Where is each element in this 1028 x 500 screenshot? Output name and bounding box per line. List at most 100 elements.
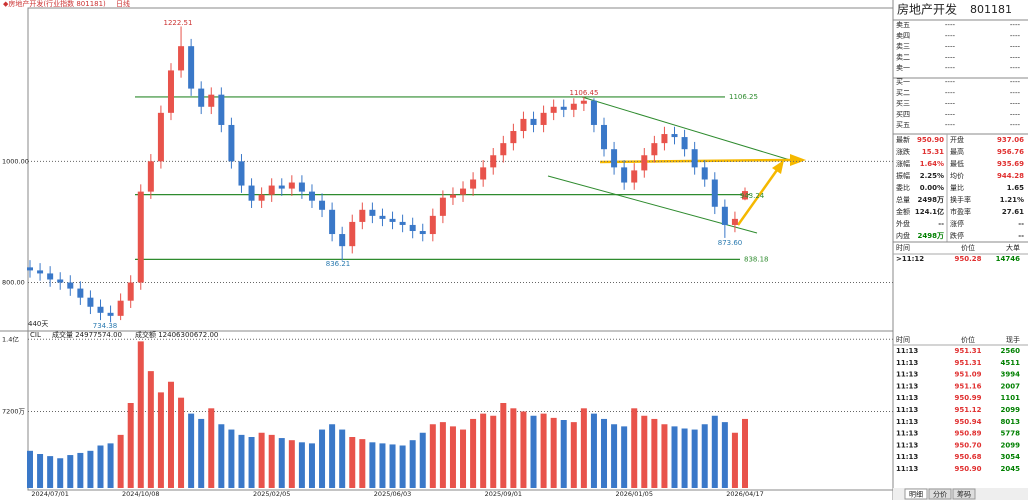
candle-body [520, 118, 527, 132]
candle-body [429, 215, 436, 235]
stat-value: -- [1018, 232, 1024, 240]
tab[interactable] [952, 488, 976, 500]
table-cell: 950.68 [954, 453, 981, 461]
candle-body [550, 106, 557, 113]
annotation: 943.24 [740, 192, 765, 200]
candle-body [198, 88, 205, 107]
book-price: ---- [945, 100, 956, 108]
table-cell: 2007 [1001, 382, 1021, 390]
volume-bar [208, 408, 215, 488]
arrow-head [790, 154, 806, 166]
candle-body [439, 197, 446, 216]
candle-body [359, 209, 366, 222]
volume-bar [520, 411, 527, 488]
candle-body [409, 224, 416, 232]
table-cell: 951.31 [954, 347, 981, 355]
book-label: 卖四 [896, 32, 910, 40]
tab[interactable] [904, 488, 928, 500]
volume-bar [631, 408, 638, 488]
table-cell: 2045 [1001, 465, 1021, 473]
candle-body [449, 194, 456, 198]
candle-body [329, 209, 336, 235]
volume-bar [701, 424, 708, 488]
stat-value: -- [938, 220, 944, 228]
volume-bar [47, 456, 54, 488]
volume-bar [198, 418, 205, 488]
candle-body [258, 194, 265, 201]
book-label: 卖一 [896, 64, 910, 72]
stat-label: 金额 [896, 207, 910, 216]
table-cell: 3054 [1001, 453, 1021, 461]
volume-bar [248, 437, 255, 488]
volume-bar [460, 429, 467, 488]
table-cell: 11:13 [896, 465, 918, 473]
book-volume: ---- [1010, 53, 1021, 61]
stat-label: 总量 [896, 195, 910, 204]
annotation: 440天 [28, 320, 48, 328]
candle-body [570, 103, 577, 110]
candle-body [339, 234, 346, 247]
volume-bar [319, 429, 326, 488]
annotation: 1106.45 [570, 89, 599, 97]
candle-body [601, 124, 608, 150]
volume-bar [480, 413, 487, 488]
candle-body [681, 137, 688, 150]
tab-label[interactable]: 筹码 [957, 490, 971, 499]
candle-body [319, 200, 326, 210]
volume-bar [137, 341, 144, 488]
volume-bar [661, 424, 668, 488]
volume-bar [308, 443, 315, 488]
book-price: ---- [945, 78, 956, 86]
volume-bar [651, 418, 658, 488]
stat-value: -- [1018, 220, 1024, 228]
channel-upper [581, 96, 791, 161]
stat-value: 2.25% [920, 172, 944, 180]
table-cell: 11:13 [896, 371, 918, 379]
candle-body [742, 191, 748, 200]
period: 日线 [116, 0, 130, 8]
table-cell: 3994 [1001, 371, 1021, 379]
volume-bar [127, 403, 134, 488]
table-cell: 11:13 [896, 441, 918, 449]
table-cell: 11:13 [896, 406, 918, 414]
book-volume: ---- [1010, 100, 1021, 108]
table-cell: 11:13 [896, 382, 918, 390]
annotation: 1222.51 [164, 19, 193, 27]
tab[interactable] [928, 488, 952, 500]
table-cell: 4511 [1001, 359, 1021, 367]
volume-bar [157, 392, 164, 488]
book-label: 买五 [896, 121, 910, 129]
volume-bar [399, 445, 406, 488]
candle-body [37, 270, 44, 274]
candle-body [641, 155, 648, 171]
candle-body [137, 191, 144, 283]
vol-amount: 成交量 24977574.00 [52, 330, 122, 339]
stat-label: 最低 [950, 159, 964, 168]
candle-body [621, 167, 628, 183]
y-tick-label: 800.00 [2, 279, 25, 287]
table-cell: 1101 [1001, 394, 1021, 402]
volume-bar [389, 444, 396, 488]
tab-label[interactable]: 明细 [909, 490, 923, 499]
volume-bar [510, 408, 517, 488]
stat-label: 均价 [950, 171, 964, 180]
table-cell: 2099 [1001, 441, 1021, 449]
book-price: ---- [945, 64, 956, 72]
stat-label: 换手率 [950, 195, 971, 204]
book-volume: ---- [1010, 110, 1021, 118]
volume-bar [601, 418, 608, 488]
x-tick-label: 2025/09/01 [485, 490, 522, 498]
annotation: 873.60 [718, 239, 743, 247]
table-cell: 950.89 [954, 430, 981, 438]
arrow-head [772, 160, 784, 174]
stat-label: 开盘 [950, 135, 964, 144]
candle-body [107, 312, 114, 316]
book-price: ---- [945, 53, 956, 61]
vol-tick-label: 7200万 [2, 408, 26, 416]
volume-bar [339, 429, 346, 488]
vol-name: CIL [30, 331, 41, 339]
table-cell: 11:13 [896, 418, 918, 426]
candle-body [721, 206, 728, 225]
book-volume: ---- [1010, 121, 1021, 129]
tab-label[interactable]: 分价 [933, 490, 947, 499]
